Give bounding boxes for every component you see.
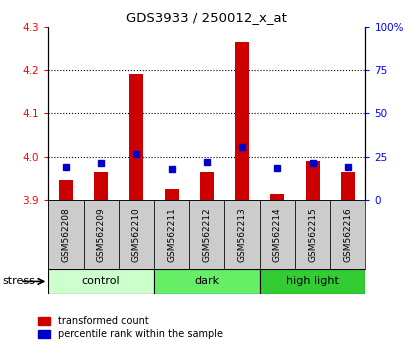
Bar	[189, 200, 224, 269]
Text: GSM562216: GSM562216	[343, 207, 352, 262]
Bar	[119, 200, 154, 269]
Bar	[154, 269, 260, 294]
Bar	[48, 269, 154, 294]
Bar	[330, 200, 365, 269]
Bar	[224, 200, 260, 269]
Text: GSM562213: GSM562213	[238, 207, 247, 262]
Bar	[94, 172, 108, 200]
Bar	[129, 74, 143, 200]
Text: GSM562212: GSM562212	[202, 207, 211, 262]
Bar	[84, 200, 119, 269]
Text: dark: dark	[194, 276, 219, 286]
Bar	[165, 189, 178, 200]
Text: stress: stress	[2, 276, 35, 286]
Text: high light: high light	[286, 276, 339, 286]
Bar	[305, 161, 320, 200]
Legend: transformed count, percentile rank within the sample: transformed count, percentile rank withi…	[39, 316, 223, 339]
Title: GDS3933 / 250012_x_at: GDS3933 / 250012_x_at	[126, 11, 287, 24]
Bar	[260, 269, 365, 294]
Bar	[270, 194, 284, 200]
Bar	[59, 181, 73, 200]
Bar	[295, 200, 330, 269]
Text: GSM562208: GSM562208	[61, 207, 71, 262]
Bar	[48, 200, 84, 269]
Text: GSM562211: GSM562211	[167, 207, 176, 262]
Text: GSM562209: GSM562209	[97, 207, 106, 262]
Bar	[260, 200, 295, 269]
Bar	[235, 42, 249, 200]
Text: GSM562210: GSM562210	[132, 207, 141, 262]
Bar	[200, 172, 214, 200]
Text: control: control	[82, 276, 121, 286]
Text: GSM562215: GSM562215	[308, 207, 317, 262]
Bar	[341, 172, 355, 200]
Text: GSM562214: GSM562214	[273, 207, 282, 262]
Bar	[154, 200, 189, 269]
